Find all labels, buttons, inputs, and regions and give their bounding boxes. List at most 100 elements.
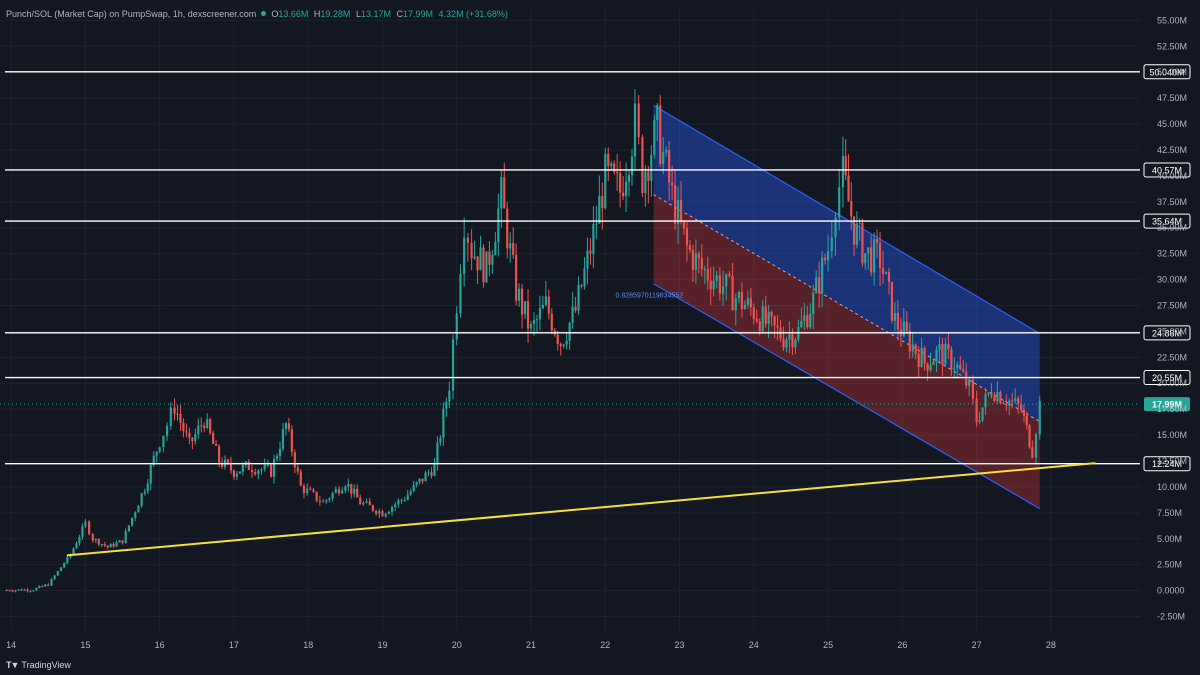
candle-body <box>873 239 876 273</box>
candle-body <box>676 199 680 224</box>
candle-body <box>923 347 926 364</box>
x-tick-label: 27 <box>972 640 982 650</box>
candle-body <box>200 425 203 427</box>
candle-body <box>1002 403 1005 405</box>
candle-body <box>88 521 91 535</box>
x-tick-label: 23 <box>675 640 685 650</box>
candle-body <box>755 318 758 322</box>
candle-body <box>908 330 911 352</box>
candle-body <box>665 150 668 153</box>
candle-body <box>821 257 824 294</box>
candle-body <box>103 544 106 546</box>
candle-body <box>409 491 412 495</box>
candle-body <box>815 277 818 293</box>
candle-body <box>503 177 506 209</box>
x-tick-label: 26 <box>897 640 907 650</box>
candle-body <box>197 425 200 435</box>
candle-body <box>926 363 929 371</box>
candle-body <box>293 452 296 468</box>
candle-body <box>47 584 50 586</box>
candle-body <box>191 437 194 442</box>
candle-body <box>185 431 188 433</box>
candle-body <box>459 273 462 314</box>
candle-body <box>864 253 867 264</box>
candle-body <box>451 339 455 391</box>
candle-body <box>987 392 990 395</box>
candle-body <box>800 320 803 327</box>
candle-body <box>662 152 665 164</box>
candle-body <box>826 251 830 261</box>
candle-body <box>893 313 897 321</box>
candle-body <box>26 589 29 592</box>
regression-channel[interactable]: 0.8285970119834552 <box>616 104 1041 510</box>
tradingview-watermark[interactable]: T▼ TradingView <box>6 660 71 670</box>
candle-body <box>331 492 334 499</box>
candle-body <box>844 156 847 176</box>
candle-body <box>318 500 321 502</box>
candle-body <box>371 505 375 511</box>
candle-body <box>803 315 806 321</box>
candle-body <box>14 590 17 592</box>
candle-body <box>911 344 914 352</box>
candle-body <box>559 343 562 347</box>
candle-body <box>146 483 149 492</box>
candle-body <box>334 488 337 493</box>
candle-body <box>577 285 580 311</box>
candle-body <box>137 505 140 513</box>
level-label: 20.55M <box>1152 373 1182 383</box>
y-tick-label: 55.00M <box>1157 15 1187 25</box>
candle-body <box>91 534 94 541</box>
trendline[interactable] <box>66 462 1096 557</box>
candle-body <box>644 171 647 194</box>
candle-body <box>269 464 273 477</box>
candle-body <box>902 321 905 337</box>
candle-body <box>905 321 908 331</box>
candle-body <box>309 488 312 490</box>
candle-body <box>671 182 674 186</box>
candle-body <box>344 486 347 491</box>
candle-body <box>11 590 14 592</box>
candle-body <box>66 557 69 564</box>
candle-body <box>852 216 856 245</box>
candle-body <box>229 462 233 471</box>
candle-body <box>685 228 689 246</box>
candle-body <box>938 344 941 350</box>
candle-body <box>610 163 613 167</box>
candle-body <box>737 292 741 299</box>
candlesticks <box>5 89 1041 593</box>
candle-body <box>773 316 776 326</box>
candle-body <box>647 171 650 181</box>
candle-body <box>109 543 112 548</box>
y-tick-label: 25.00M <box>1157 326 1187 336</box>
candle-body <box>935 349 938 362</box>
candle-body <box>694 253 697 270</box>
candle-body <box>956 364 959 369</box>
candle-body <box>767 312 770 324</box>
horizontal-levels[interactable]: 50.040M 40.57M 35.64M 24.86M 20.55M 12.24M 17.… <box>0 64 1191 472</box>
candle-body <box>442 408 445 438</box>
candle-body <box>427 472 430 474</box>
candle-body <box>761 306 764 332</box>
y-tick-label: 45.00M <box>1157 119 1187 129</box>
candle-body <box>788 334 791 340</box>
candle-body <box>17 589 20 591</box>
candle-body <box>809 314 812 328</box>
candle-body <box>749 298 752 308</box>
candle-body <box>476 256 479 271</box>
candle-body <box>448 390 451 402</box>
candle-body <box>712 280 715 290</box>
candle-body <box>752 307 755 319</box>
symbol-title[interactable]: Punch/SOL (Market Cap) on PumpSwap, 1h, … <box>6 9 257 19</box>
brand-name: TradingView <box>21 660 71 670</box>
candle-body <box>532 320 536 324</box>
candle-body <box>359 497 362 505</box>
candle-body <box>415 482 418 485</box>
candle-body <box>806 315 809 328</box>
candle-body <box>971 379 974 399</box>
x-tick-label: 20 <box>452 640 462 650</box>
candle-body <box>965 371 968 386</box>
candle-body <box>932 361 935 365</box>
candle-body <box>841 156 845 188</box>
